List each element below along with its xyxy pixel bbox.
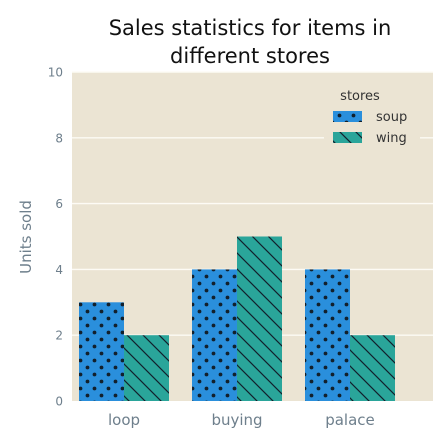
y-tick-label: 0 [55,395,63,409]
x-category-label: loop [108,411,140,429]
y-tick-label: 10 [48,66,63,80]
y-tick-label: 6 [55,197,63,211]
legend-label-wing: wing [376,131,407,146]
legend-label-soup: soup [376,110,407,125]
y-tick-label: 4 [55,263,63,277]
category-labels: loop buying palace [108,411,375,429]
legend-swatch-soup [333,111,362,122]
legend-swatch-wing [333,132,362,143]
bar-palace-wing [350,335,395,401]
y-tick-label: 2 [55,329,63,343]
bar-buying-wing [237,236,282,401]
legend-title: stores [340,89,380,104]
y-axis-title: Units sold [17,200,35,274]
chart-title-line-2: different stores [170,44,330,68]
bar-buying-soup [192,269,237,401]
bars [79,236,395,401]
x-category-label: palace [325,411,375,429]
chart-title-line-1: Sales statistics for items in [109,16,392,40]
y-tick-labels: 0 2 4 6 8 10 [48,66,63,409]
x-category-label: buying [211,411,262,429]
bar-loop-wing [124,335,169,401]
legend: stores soup wing [324,82,420,154]
bar-palace-soup [305,269,350,401]
bar-loop-soup [79,302,124,401]
y-tick-label: 8 [55,131,63,145]
